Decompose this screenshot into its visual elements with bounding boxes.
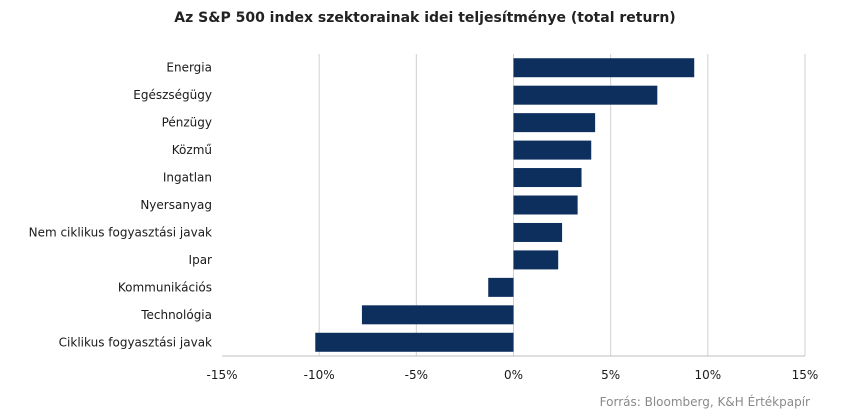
bars: [315, 58, 695, 352]
bar: [488, 277, 514, 297]
bar: [513, 195, 578, 215]
x-tick-label: -5%: [405, 368, 428, 382]
category-label: Ipar: [189, 253, 213, 267]
category-labels: Energia Egészségügy Pénzügy Közmű Ingatlan Ny…: [29, 61, 212, 350]
category-label: Közmű: [172, 143, 212, 157]
category-label: Technológia: [140, 308, 212, 322]
x-tick-label: 5%: [601, 368, 620, 382]
source-note: Forrás: Bloomberg, K&H Értékpapír: [599, 395, 810, 409]
bar: [513, 168, 582, 188]
bar: [513, 85, 658, 105]
x-tick-label: 10%: [694, 368, 721, 382]
category-label: Pénzügy: [162, 116, 212, 130]
bar: [513, 222, 563, 242]
bar: [513, 250, 559, 270]
bar: [361, 305, 514, 325]
bar: [315, 332, 514, 352]
chart-title: Az S&P 500 index szektorainak idei telje…: [174, 10, 676, 26]
x-tick-label: 0%: [504, 368, 523, 382]
category-label: Nem ciklikus fogyasztási javak: [29, 225, 212, 239]
x-tick-label: -10%: [304, 368, 335, 382]
category-label: Kommunikációs: [118, 280, 212, 294]
bar: [513, 113, 596, 133]
x-tick-label: -15%: [206, 368, 237, 382]
category-label: Egészségügy: [133, 88, 212, 102]
bar: [513, 140, 592, 160]
category-label: Energia: [166, 61, 212, 75]
category-label: Ciklikus fogyasztási javak: [59, 335, 212, 349]
x-tick-labels: -15% -10% -5% 0% 5% 10% 15%: [206, 368, 818, 382]
category-label: Ingatlan: [163, 171, 212, 185]
bar: [513, 58, 695, 78]
x-tick-label: 15%: [792, 368, 819, 382]
category-label: Nyersanyag: [140, 198, 212, 212]
